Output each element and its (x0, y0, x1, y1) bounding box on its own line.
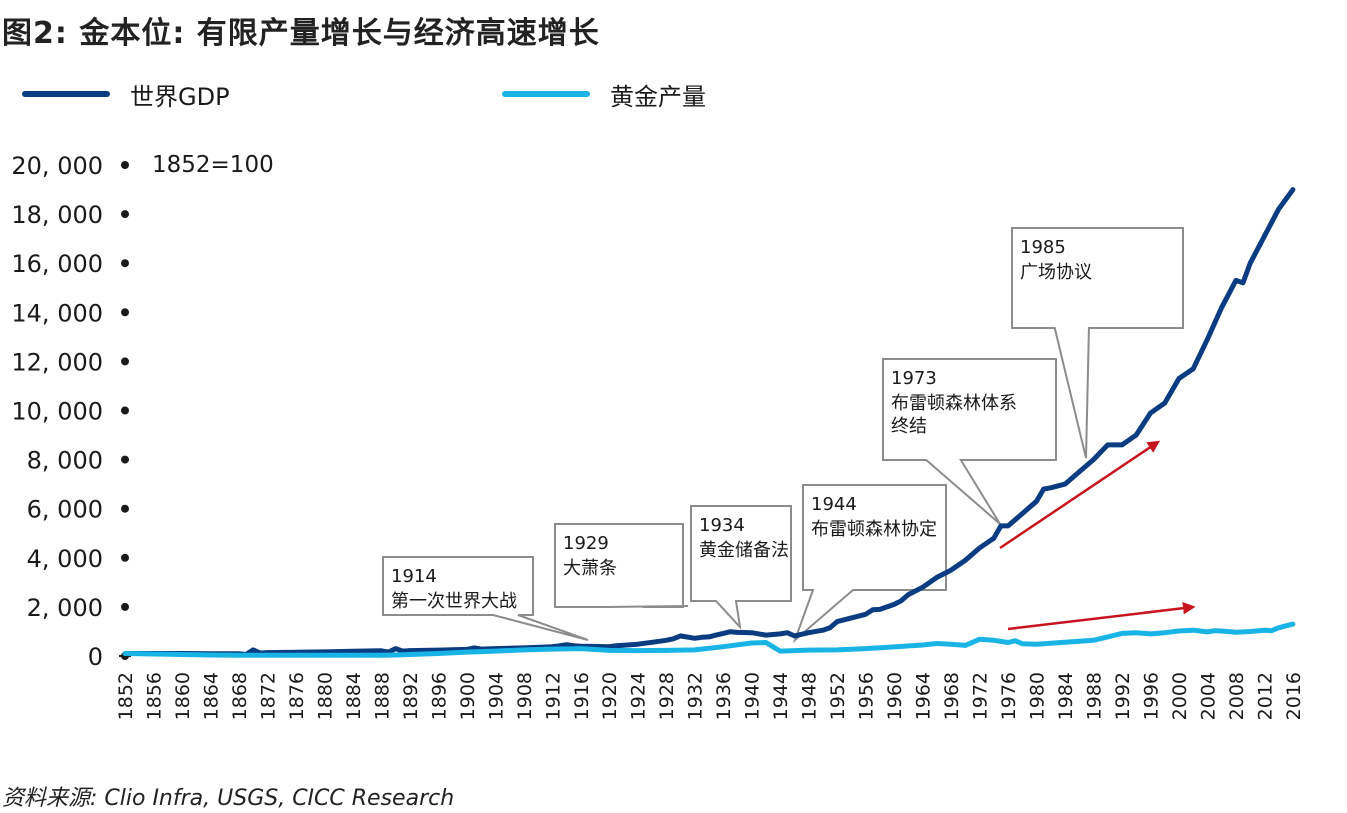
x-tick-label: 2008 (1226, 672, 1248, 720)
callout-year-1914: 1914 (391, 566, 437, 587)
trend-arrow-gold (1007, 601, 1196, 631)
x-tick-label: 1900 (457, 672, 479, 720)
y-tick-label: 2, 000 (27, 594, 103, 622)
index-note: 1852=100 (152, 152, 274, 178)
callout-year-1973: 1973 (891, 368, 937, 389)
x-tick-label: 1904 (485, 672, 507, 720)
y-tick-mark (121, 308, 129, 317)
trend-arrow-gdp (999, 440, 1161, 550)
y-tick-label: 4, 000 (27, 545, 103, 573)
source-note: 资料来源: Clio Infra, USGS, CICC Research (2, 786, 455, 811)
callout-year-1944: 1944 (811, 494, 857, 515)
series-line-gold (122, 621, 1296, 658)
y-tick-label: 20, 000 (11, 152, 103, 180)
callout-label-1985: 广场协议 (1020, 262, 1092, 283)
x-tick-label: 1920 (599, 672, 621, 720)
callout-box-1934 (690, 505, 792, 631)
y-tick-mark (121, 210, 129, 219)
x-tick-label: 1996 (1140, 672, 1162, 720)
x-tick-label: 1868 (229, 672, 251, 720)
legend-swatch-gold (502, 91, 590, 97)
x-tick-label: 2000 (1169, 672, 1191, 720)
x-tick-label: 1952 (827, 672, 849, 720)
y-tick-mark (121, 602, 129, 611)
x-tick-label: 1884 (343, 672, 365, 720)
legend-label-gdp: 世界GDP (130, 82, 230, 111)
callout-box-1929 (554, 523, 689, 608)
x-tick-label: 1976 (998, 672, 1020, 720)
series-line-gdp (122, 187, 1296, 657)
x-tick-label: 1936 (713, 672, 735, 720)
x-tick-label: 1856 (143, 672, 165, 720)
x-tick-label: 1948 (799, 672, 821, 720)
y-tick-mark (121, 455, 129, 464)
y-tick-label: 8, 000 (27, 447, 103, 475)
legend: 世界GDP 黄金产量 (22, 76, 922, 112)
x-tick-label: 1908 (514, 672, 536, 720)
y-tick-label: 12, 000 (11, 348, 103, 376)
y-tick-mark (121, 406, 129, 415)
x-tick-label: 1864 (200, 672, 222, 720)
y-tick-label: 16, 000 (11, 250, 103, 278)
callout-label-1944: 布雷顿森林协定 (811, 519, 937, 540)
x-tick-label: 1928 (656, 672, 678, 720)
x-tick-label: 1960 (884, 672, 906, 720)
x-tick-label: 1980 (1027, 672, 1049, 720)
x-tick-label: 1912 (542, 672, 564, 720)
x-tick-label: 1860 (172, 672, 194, 720)
chart-title: 图2: 金本位: 有限产量增长与经济高速增长 (2, 16, 600, 51)
x-tick-label: 1892 (400, 672, 422, 720)
callout-label-1973-line2: 终结 (891, 416, 927, 437)
callout-year-1929: 1929 (563, 533, 609, 554)
x-tick-label: 1896 (428, 672, 450, 720)
callout-label-1934: 黄金储备法 (699, 540, 789, 561)
y-tick-label: 0 (88, 643, 103, 671)
x-tick-label: 1888 (371, 672, 393, 720)
callout-year-1934: 1934 (699, 515, 745, 536)
x-tick-label: 1956 (856, 672, 878, 720)
x-tick-label: 1852 (115, 672, 137, 720)
y-tick-label: 18, 000 (11, 201, 103, 229)
y-tick-mark (121, 553, 129, 562)
x-tick-label: 2012 (1254, 672, 1276, 720)
legend-swatch-gdp (22, 91, 110, 97)
x-tick-label: 1972 (970, 672, 992, 720)
y-tick-label: 6, 000 (27, 496, 103, 524)
x-tick-label: 1944 (770, 672, 792, 720)
callout-year-1985: 1985 (1020, 237, 1066, 258)
callout-label-1929: 大萧条 (563, 558, 617, 579)
x-tick-label: 1940 (742, 672, 764, 720)
x-tick-label: 1988 (1083, 672, 1105, 720)
x-tick-label: 1984 (1055, 672, 1077, 720)
callout-label-1914: 第一次世界大战 (391, 591, 517, 612)
y-tick-label: 14, 000 (11, 299, 103, 327)
legend-label-gold: 黄金产量 (610, 82, 706, 111)
x-tick-label: 1992 (1112, 672, 1134, 720)
callout-box-1944 (792, 484, 947, 644)
x-tick-label: 2016 (1283, 672, 1305, 720)
callout-box-1914 (382, 556, 589, 641)
y-tick-mark (121, 357, 129, 366)
y-tick-mark (121, 161, 129, 169)
x-tick-label: 1968 (941, 672, 963, 720)
callout-label-1973: 布雷顿森林体系 (891, 393, 1017, 414)
callout-box-1985 (1011, 227, 1184, 459)
y-tick-mark (121, 259, 129, 268)
x-tick-label: 2004 (1197, 672, 1219, 720)
legend-item-gold: 黄金产量 (502, 76, 706, 112)
callout-box-1973 (882, 358, 1057, 525)
x-tick-label: 1924 (628, 672, 650, 720)
legend-item-gdp: 世界GDP (22, 76, 230, 112)
x-tick-label: 1932 (685, 672, 707, 720)
x-tick-label: 1964 (913, 672, 935, 720)
x-tick-label: 1916 (571, 672, 593, 720)
y-tick-label: 10, 000 (11, 398, 103, 426)
x-tick-label: 1880 (314, 672, 336, 720)
x-tick-label: 1872 (257, 672, 279, 720)
x-tick-label: 1876 (286, 672, 308, 720)
y-tick-mark (121, 504, 129, 513)
